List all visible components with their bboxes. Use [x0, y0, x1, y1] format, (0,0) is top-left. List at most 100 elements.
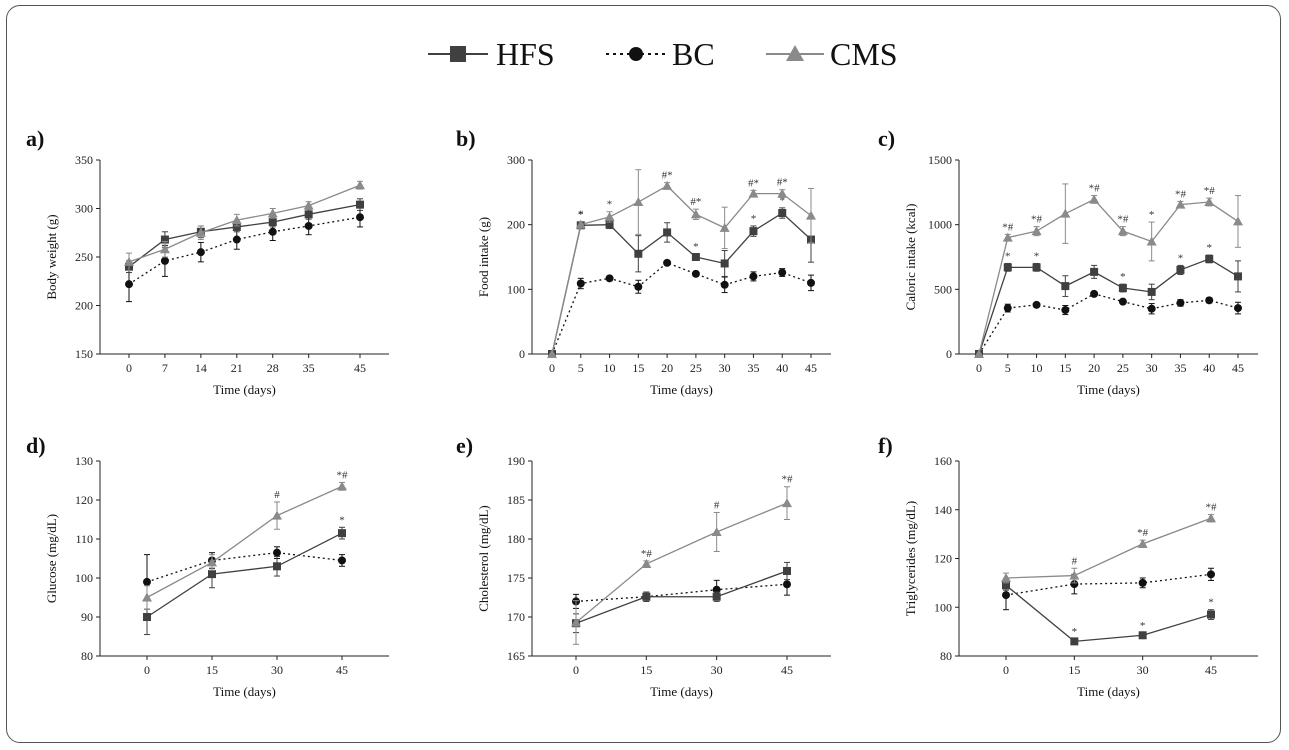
data-point — [273, 562, 281, 571]
significance-mark: * — [751, 213, 757, 225]
y-tick-label: 500 — [934, 282, 952, 296]
data-point — [1117, 226, 1128, 236]
data-point — [974, 349, 984, 358]
significance-mark: *# — [1031, 214, 1043, 226]
x-tick-label: 35 — [747, 361, 759, 375]
data-point — [304, 221, 313, 230]
data-point — [1234, 304, 1242, 313]
x-tick-label: 15 — [632, 361, 644, 375]
data-point — [778, 209, 787, 218]
x-tick-label: 5 — [578, 361, 584, 375]
y-tick-label: 350 — [75, 153, 93, 167]
data-point — [1031, 226, 1042, 236]
data-point — [143, 613, 151, 621]
significance-mark: # — [1072, 555, 1078, 567]
series-line — [1005, 584, 1212, 643]
series-bc — [125, 207, 364, 303]
data-point — [1070, 637, 1079, 646]
significance-mark: #* — [748, 177, 759, 189]
legend-item-hfs: HFS — [428, 36, 555, 72]
series-hfs: * * * * * — [975, 242, 1242, 358]
y-tick-label: 165 — [507, 649, 525, 663]
data-point — [1138, 578, 1147, 587]
series-line — [551, 262, 812, 355]
data-point — [571, 617, 581, 627]
y-tick-label: 150 — [75, 347, 93, 361]
x-tick-label: 35 — [1174, 361, 1186, 375]
series-line — [978, 293, 1239, 355]
series-cms — [124, 180, 365, 272]
x-axis-label: Time (days) — [213, 382, 276, 397]
significance-mark: *# — [337, 469, 349, 481]
x-tick-label: 21 — [231, 361, 243, 375]
data-point — [663, 258, 672, 267]
data-point — [208, 570, 216, 579]
data-point — [1205, 254, 1214, 263]
significance-mark: * — [1072, 626, 1078, 638]
series-hfs — [125, 198, 364, 274]
y-tick-label: 160 — [934, 454, 952, 468]
data-point — [267, 208, 278, 218]
data-point — [1002, 591, 1010, 600]
data-point — [1032, 263, 1041, 272]
data-point — [662, 180, 673, 190]
data-point — [634, 249, 643, 258]
data-point — [1032, 300, 1041, 309]
data-point — [749, 272, 758, 281]
significance-mark: * — [1149, 209, 1155, 221]
significance-mark: * — [1005, 250, 1011, 262]
data-point — [783, 566, 791, 575]
series-bc — [548, 258, 815, 358]
data-point — [1176, 298, 1185, 307]
significance-mark: # — [274, 489, 280, 501]
significance-mark: * — [693, 241, 699, 253]
series-line — [978, 198, 1239, 355]
data-point — [1204, 197, 1215, 207]
data-point — [1176, 265, 1185, 274]
x-tick-label: 25 — [1117, 361, 1129, 375]
panel-c: c) 0 500 1000 1500 0 5 10 15 20 25 30 35 40 45 Time (da… — [878, 126, 1258, 397]
y-tick-label: 185 — [507, 493, 525, 507]
panel-label: c) — [878, 126, 895, 151]
panel-label: d) — [26, 433, 46, 458]
y-tick-label: 0 — [946, 347, 952, 361]
data-point — [160, 256, 169, 265]
significance-mark: * — [1206, 242, 1212, 254]
significance-mark: * — [1120, 271, 1126, 283]
x-axis-label: Time (days) — [213, 684, 276, 699]
y-tick-label: 90 — [81, 610, 93, 624]
y-tick-label: 100 — [75, 571, 93, 585]
series-cms: # *# — [142, 469, 349, 610]
data-point — [1089, 194, 1100, 204]
x-tick-label: 0 — [573, 663, 579, 677]
data-point — [1003, 263, 1012, 272]
panel-label: b) — [456, 126, 476, 151]
data-point — [1060, 208, 1071, 218]
data-point — [634, 282, 643, 291]
data-point — [196, 248, 205, 257]
data-point — [356, 200, 364, 209]
x-axis-label: Time (days) — [1077, 684, 1140, 699]
series-hfs: * — [143, 514, 346, 636]
x-tick-label: 25 — [690, 361, 702, 375]
data-point — [605, 274, 614, 283]
significance-mark: #* — [662, 170, 673, 182]
panel-e: e) 165 170 175 180 185 190 0 15 30 45 Time (days) Ch… — [456, 433, 831, 699]
data-point — [1069, 570, 1080, 580]
x-axis-label: Time (days) — [650, 684, 713, 699]
series-line — [1005, 517, 1212, 579]
series-bc — [1002, 567, 1215, 611]
y-tick-label: 175 — [507, 571, 525, 585]
y-tick-label: 80 — [81, 649, 93, 663]
series-cms: * * #* #* #* #* — [547, 169, 816, 358]
x-tick-label: 5 — [1005, 361, 1011, 375]
data-point — [691, 269, 700, 278]
x-tick-label: 30 — [1146, 361, 1158, 375]
data-point — [1061, 282, 1070, 291]
significance-mark: * — [578, 209, 584, 221]
data-point — [1234, 272, 1242, 281]
y-tick-label: 130 — [75, 454, 93, 468]
x-tick-label: 0 — [976, 361, 982, 375]
